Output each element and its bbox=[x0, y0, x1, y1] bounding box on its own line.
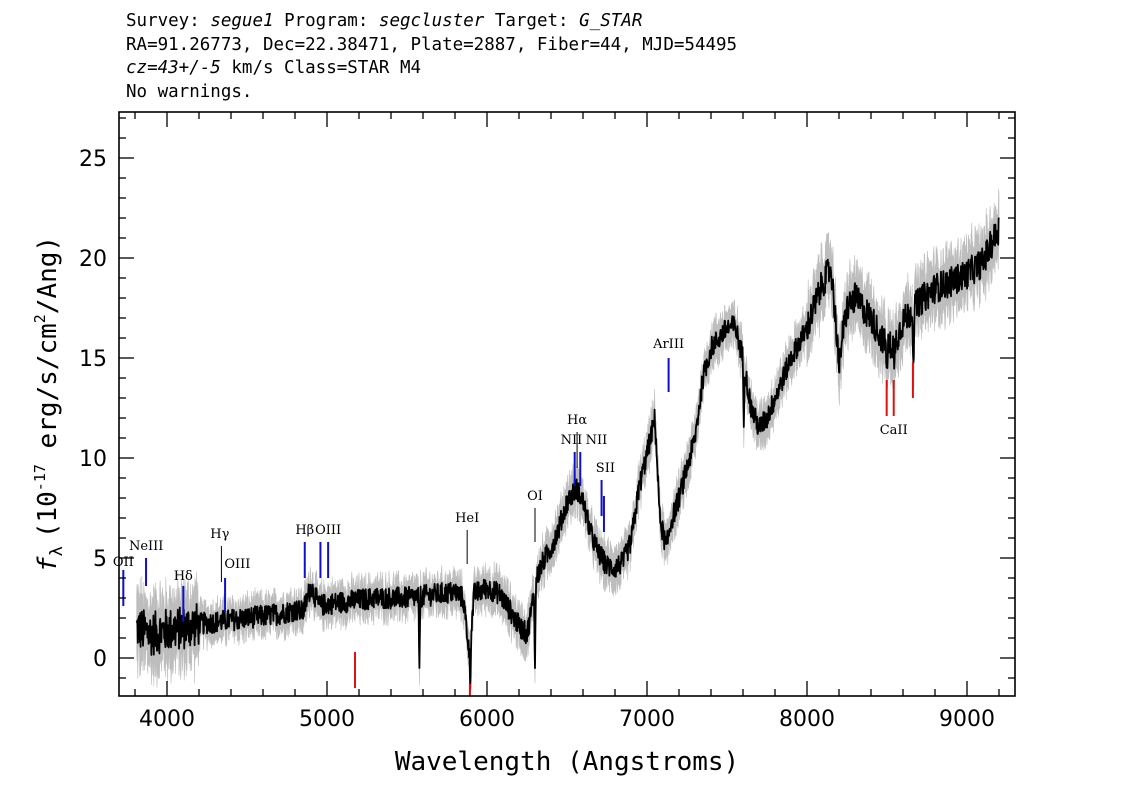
spectral-line-label: OI bbox=[527, 489, 543, 504]
y-axis-prefix: (10 bbox=[33, 491, 63, 538]
spectral-line-label: NII bbox=[561, 433, 583, 448]
spectral-line-label: CaII bbox=[880, 423, 908, 438]
x-tick-label: 4000 bbox=[139, 707, 195, 732]
y-tick-label: 5 bbox=[93, 547, 107, 572]
y-tick-label: 20 bbox=[79, 247, 107, 272]
spectral-line-label: Hγ bbox=[210, 527, 229, 542]
spectrum-header: Survey: segue1 Program: segcluster Targe… bbox=[126, 10, 737, 104]
spectral-line-label: Hα bbox=[567, 413, 587, 428]
redshift-value: cz=43+/-5 bbox=[126, 58, 221, 78]
spectral-line-label: NeIII bbox=[129, 539, 163, 554]
program-value: segcluster bbox=[378, 11, 485, 31]
class-value: km/s Class=STAR M4 bbox=[231, 58, 422, 78]
spectral-line-label: SII bbox=[596, 461, 615, 476]
spectral-line-label: OIII bbox=[224, 557, 250, 572]
flux-layer bbox=[135, 217, 1000, 691]
y-tick-label: 0 bbox=[93, 647, 107, 672]
flux-series-line bbox=[135, 217, 1000, 691]
axis-ticks bbox=[119, 112, 1015, 696]
spectral-line-label: ArIII bbox=[652, 337, 684, 352]
y-axis-unit: erg/s/cm bbox=[33, 323, 63, 464]
y-axis-label: fλ (10-17 erg/s/cm2/Ang) bbox=[31, 236, 67, 572]
header-line-warnings: No warnings. bbox=[126, 81, 253, 102]
x-tick-label: 9000 bbox=[939, 707, 995, 732]
header-line-coordinates: RA=91.26773, Dec=22.38471, Plate=2887, F… bbox=[126, 34, 738, 55]
target-value: G_STAR bbox=[579, 11, 643, 31]
y-tick-label: 10 bbox=[79, 447, 107, 472]
plot-frame bbox=[118, 111, 1016, 697]
y-axis-subscript: λ bbox=[47, 546, 67, 556]
y-tick-label: 15 bbox=[79, 347, 107, 372]
program-label: Program: bbox=[284, 11, 369, 31]
spectral-line-label: OII bbox=[113, 555, 134, 570]
x-tick-label: 7000 bbox=[619, 707, 675, 732]
x-tick-label: 8000 bbox=[779, 707, 835, 732]
y-axis-exponent2: 2 bbox=[31, 314, 49, 323]
y-axis-exponent1: -17 bbox=[31, 464, 49, 491]
x-tick-label: 6000 bbox=[459, 707, 515, 732]
spectral-line-label: HeI bbox=[455, 511, 479, 526]
x-tick-label: 5000 bbox=[299, 707, 355, 732]
header-line-redshift: cz=43+/-5 km/s Class=STAR M4 bbox=[126, 57, 737, 81]
target-label: Target: bbox=[494, 11, 569, 31]
spectral-line-label: OIII bbox=[315, 523, 341, 538]
y-axis-suffix: /Ang) bbox=[33, 236, 63, 314]
survey-label: Survey: bbox=[126, 11, 200, 31]
header-line-survey: Survey: segue1 Program: segcluster Targe… bbox=[126, 10, 737, 34]
x-axis-label: Wavelength (Angstroms) bbox=[395, 747, 739, 777]
y-tick-label: 25 bbox=[79, 147, 107, 172]
survey-value: segue1 bbox=[210, 11, 274, 31]
spectral-line-label: NII bbox=[586, 433, 608, 448]
spectral-line-label: Hβ bbox=[295, 523, 314, 538]
axis-tick-labels: 4000 5000 6000 7000 8000 9000 0 5 10 15 20 25 bbox=[79, 147, 995, 732]
y-axis-symbol: f bbox=[33, 556, 63, 572]
spectral-line-label: Hδ bbox=[174, 569, 193, 584]
